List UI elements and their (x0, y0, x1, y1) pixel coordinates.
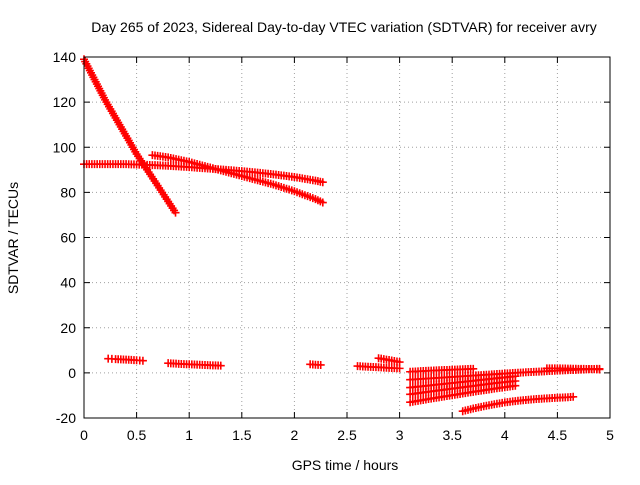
data-layer (80, 55, 604, 416)
y-tick-label: 0 (68, 365, 76, 381)
series-arc-14 (542, 364, 604, 374)
series-arc-8 (374, 354, 404, 367)
x-tick-label: 0.5 (127, 427, 147, 443)
x-tick-label: 4.5 (548, 427, 568, 443)
x-tick-label: 3.5 (442, 427, 462, 443)
data-point-marker (318, 198, 327, 207)
y-tick-label: 100 (53, 139, 77, 155)
y-tick-label: 140 (53, 49, 77, 65)
grid (84, 57, 610, 418)
x-tick-label: 1.5 (232, 427, 252, 443)
data-point-marker (216, 361, 225, 370)
y-tick-label: -20 (56, 410, 76, 426)
series-arc-7 (353, 362, 404, 373)
y-tick-label: 20 (60, 320, 76, 336)
x-tick-label: 5 (606, 427, 614, 443)
series-arc-10 (406, 364, 604, 384)
series-arc-3 (148, 151, 327, 207)
data-point-marker (318, 178, 327, 187)
y-tick-label: 40 (60, 275, 76, 291)
data-point-marker (469, 364, 478, 373)
series-arc-9 (406, 364, 478, 376)
data-point-marker (316, 360, 325, 369)
x-axis-label: GPS time / hours (292, 457, 399, 473)
series-arc-5 (164, 359, 225, 370)
series-arc-6 (306, 360, 325, 369)
x-tick-label: 1 (185, 427, 193, 443)
data-point-marker (569, 392, 578, 401)
series-arc-15 (458, 392, 578, 416)
x-tick-label: 4 (501, 427, 509, 443)
series-arc-13 (406, 381, 520, 407)
series-arc-1 (80, 55, 180, 217)
y-tick-label: 60 (60, 230, 76, 246)
y-tick-label: 80 (60, 184, 76, 200)
data-point-marker (595, 365, 604, 374)
x-tick-label: 2.5 (337, 427, 357, 443)
data-point-marker (138, 356, 147, 365)
chart-title: Day 265 of 2023, Sidereal Day-to-day VTE… (91, 19, 597, 35)
series-arc-4 (104, 354, 147, 365)
x-tick-label: 0 (80, 427, 88, 443)
axes: 0 0.5 1 1.5 2 2.5 3 3.5 4 4.5 5-200204060801001201… (53, 49, 614, 443)
x-tick-label: 2 (291, 427, 299, 443)
x-tick-label: 3 (396, 427, 404, 443)
data-point-marker (171, 208, 180, 217)
y-tick-label: 120 (53, 94, 77, 110)
data-point-marker (395, 358, 404, 367)
y-axis-label: SDTVAR / TECUs (5, 182, 21, 294)
data-point-marker (511, 381, 520, 390)
